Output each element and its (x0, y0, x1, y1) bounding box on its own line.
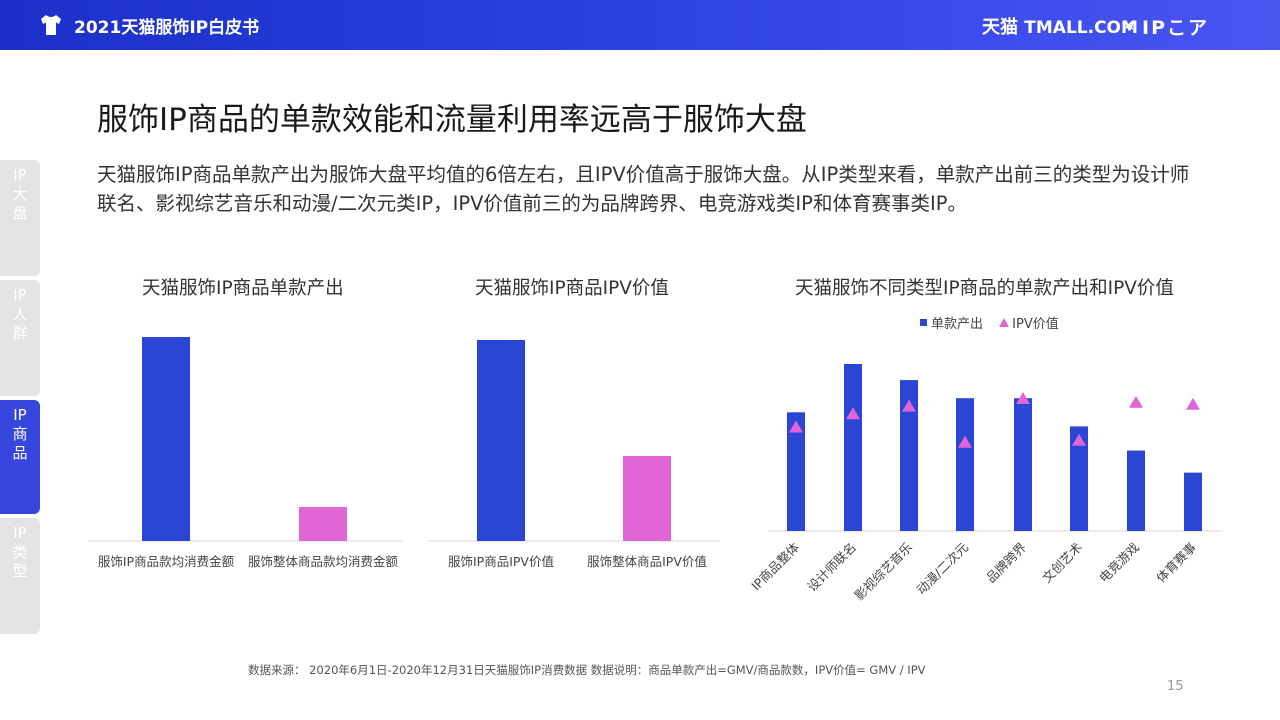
chart1-category-label: 服饰整体商品款均消费金额 (248, 554, 399, 569)
chart1-title: 天猫服饰IP商品单款产出 (142, 278, 344, 299)
chart3-ipv-marker (902, 399, 916, 412)
chart3-bar (1014, 398, 1032, 531)
chart3-category-label: 文创艺术 (1039, 539, 1085, 585)
chart3-bar (844, 364, 862, 531)
brand-separator: × (1122, 15, 1136, 34)
chart2-category-label: 服饰整体商品IPV价值 (587, 554, 707, 569)
chart3-category-label: 动漫/二次元 (913, 540, 971, 598)
tab-label-line: 商 (12, 425, 28, 443)
legend-bar-label: 单款产出 (931, 317, 984, 332)
chart3-bar (956, 398, 974, 531)
tab-label-line: IP (13, 166, 27, 184)
tab-label-line: 大 (12, 185, 28, 203)
tab-label-line: IP (13, 286, 27, 304)
page-title: 服饰IP商品的单款效能和流量利用率远高于服饰大盘 (97, 102, 807, 138)
chart2-category-label: 服饰IP商品IPV价值 (448, 554, 554, 569)
chart3-category-label: 影视综艺音乐 (851, 540, 915, 604)
sidebar-tab-ip-types[interactable]: IP 类 型 (0, 518, 40, 634)
chart3-ipv-marker (1129, 395, 1143, 408)
tab-label-line: 型 (12, 562, 28, 580)
chart3-bar (1070, 426, 1088, 531)
chart3-title: 天猫服饰不同类型IP商品的单款产出和IPV价值 (795, 278, 1174, 299)
chart2-bar (623, 455, 671, 541)
chart2-title: 天猫服饰IP商品IPV价值 (475, 278, 669, 299)
tab-label-line: 盘 (12, 204, 28, 222)
chart3-category-label: 设计师联名 (804, 540, 859, 595)
legend-bar-swatch (920, 319, 927, 326)
tmall-logo-cn: 天猫 (982, 17, 1018, 38)
page-number: 15 (1167, 679, 1184, 694)
chart3-bar (900, 380, 918, 531)
tab-label-line: IP (13, 406, 27, 424)
tab-label-line: 群 (12, 324, 28, 342)
page-subtitle: 天猫服饰IP商品单款产出为服饰大盘平均值的6倍左右，且IPV价值高于服饰大盘。从… (97, 163, 1190, 215)
tmall-logo: 天猫 TMALL.COM (982, 13, 1138, 39)
sidebar-tab-ip-products[interactable]: IP 商 品 (0, 400, 40, 514)
tmall-logo-en: TMALL.COM (1024, 18, 1138, 38)
tab-label-line: IP (13, 524, 27, 542)
tab-label-line: 类 (12, 543, 28, 561)
tab-label-line: 人 (12, 305, 28, 323)
chart3-ipv-marker (789, 420, 803, 433)
header-bar: 2021天猫服饰IP白皮书 天猫 TMALL.COM × IPこア (0, 0, 1280, 50)
footnote: 数据来源： 2020年6月1日-2020年12月31日天猫服饰IP消费数据 数据… (248, 663, 926, 677)
chart1-category-label: 服饰IP商品款均消费金额 (98, 554, 235, 569)
chart3-ipv-marker (846, 407, 860, 420)
chart3-bar (787, 412, 805, 531)
chart3-category-label: 电竞游戏 (1096, 540, 1142, 586)
chart3-bar (1184, 472, 1202, 531)
chart2-bar (477, 340, 525, 541)
tshirt-icon (41, 15, 61, 35)
legend-triangle-swatch (999, 318, 1010, 327)
chart3-ipv-marker (1072, 433, 1086, 446)
chart3-category-label: 体育赛事 (1153, 540, 1199, 586)
ipx-logo: IPこア (1142, 17, 1209, 39)
tab-label-line: 品 (12, 444, 28, 462)
chart1-bar (299, 507, 347, 541)
legend-triangle-label: IPV价值 (1012, 317, 1059, 332)
chart1-bar (142, 337, 190, 541)
report-title: 2021天猫服饰IP白皮书 (74, 18, 260, 38)
chart3-ipv-marker (1186, 397, 1200, 410)
chart3-category-label: 品牌跨界 (983, 539, 1029, 585)
chart3-bar (1127, 450, 1145, 531)
sidebar-tab-ip-audience[interactable]: IP 人 群 (0, 280, 40, 396)
chart3-category-label: IP商品整体 (748, 539, 802, 593)
chart3-ipv-marker (1016, 392, 1030, 404)
chart3-legend: 单款产出 IPV价值 (920, 313, 1059, 332)
sidebar-tab-ip-market[interactable]: IP 大 盘 (0, 160, 40, 276)
chart3-ipv-marker (958, 435, 972, 448)
